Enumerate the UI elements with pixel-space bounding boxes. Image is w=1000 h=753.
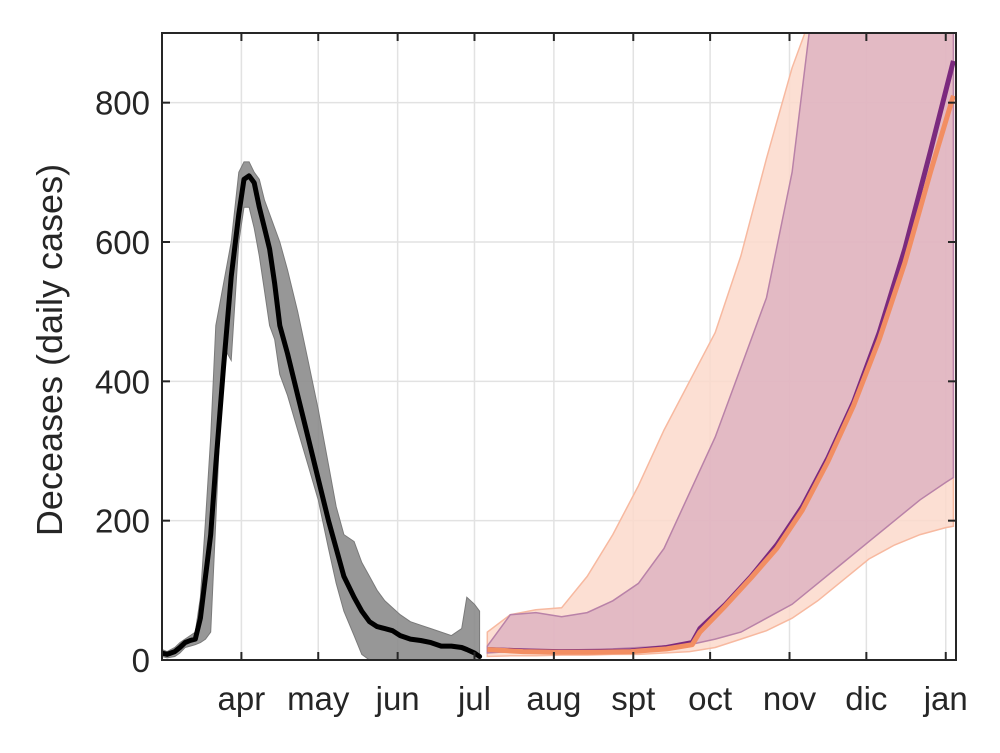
x-tick-label: apr xyxy=(218,680,266,717)
x-tick-label: jun xyxy=(375,680,420,717)
projection-inner-band xyxy=(486,33,955,654)
observed-band xyxy=(162,161,481,660)
x-tick-label: may xyxy=(287,680,350,717)
y-tick-label: 400 xyxy=(95,363,150,400)
x-tick-label: aug xyxy=(526,680,581,717)
x-tick-label: spt xyxy=(611,680,655,717)
x-tick-label: jul xyxy=(457,680,491,717)
plot-area xyxy=(162,33,956,660)
x-tick-label: jan xyxy=(923,680,968,717)
y-axis-label: Deceases (daily cases) xyxy=(29,164,70,536)
x-tick-label: dic xyxy=(845,680,887,717)
y-tick-label: 200 xyxy=(95,503,150,540)
ticks: apr may jun jul aug spt oct nov dic jan 0 200 400 600… xyxy=(95,33,968,717)
y-tick-label: 800 xyxy=(95,85,150,122)
axes-frame xyxy=(161,32,957,661)
y-tick-label: 600 xyxy=(95,224,150,261)
x-tick-label: nov xyxy=(763,680,817,717)
y-tick-label: 0 xyxy=(132,642,150,679)
x-tick-label: oct xyxy=(688,680,732,717)
projection-line-orange xyxy=(487,94,956,655)
observed-line xyxy=(162,173,483,659)
